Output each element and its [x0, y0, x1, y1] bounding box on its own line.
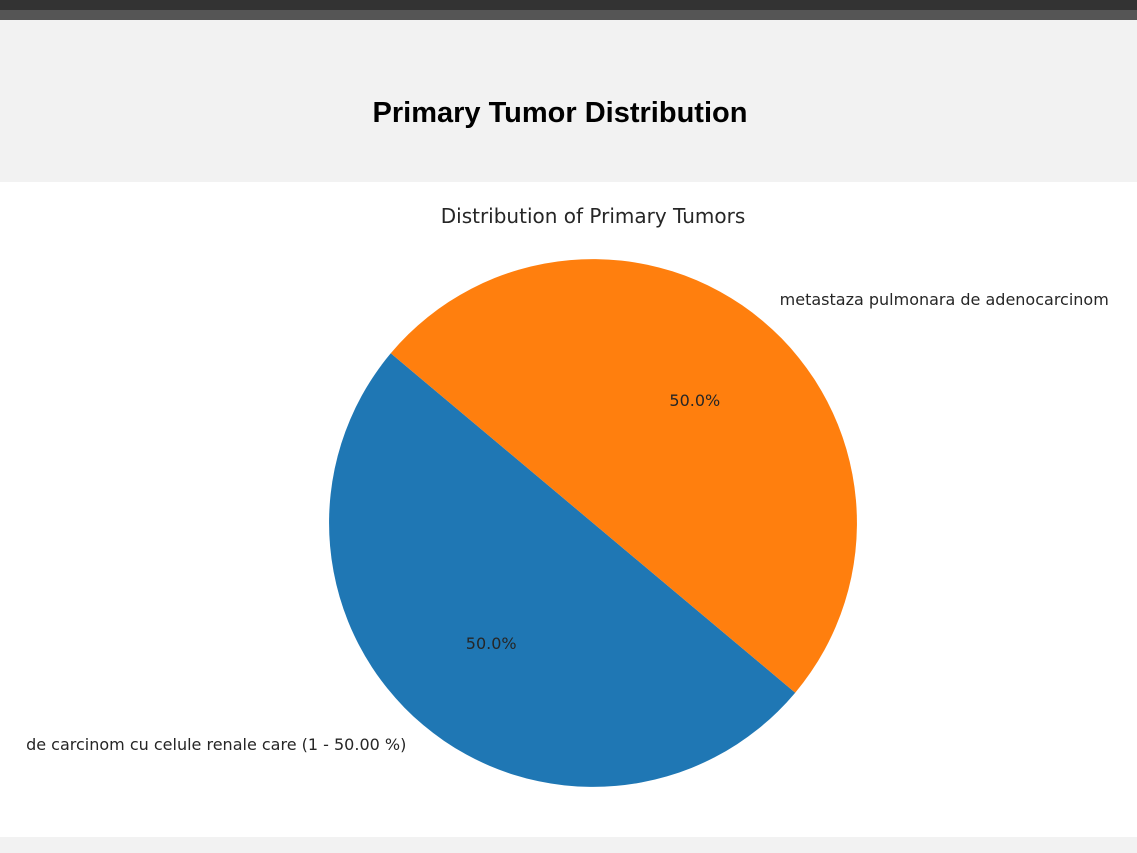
slice-percent-label: 50.0%	[466, 634, 517, 653]
slice-percent-label: 50.0%	[669, 391, 720, 410]
chart-title: Distribution of Primary Tumors	[441, 204, 746, 228]
page-footer	[0, 837, 1137, 853]
window-sub-bar	[0, 10, 1137, 20]
slice-label: de carcinom cu celule renale care (1 - 5…	[26, 735, 406, 754]
chart-figure: Distribution of Primary Tumors de carcin…	[0, 182, 1137, 837]
page-header	[0, 20, 1137, 182]
pie-slice	[390, 259, 857, 693]
pie-chart: Distribution of Primary Tumors de carcin…	[26, 204, 1109, 787]
window-top-bar	[0, 0, 1137, 10]
pie-slices	[329, 259, 857, 787]
page-title: Primary Tumor Distribution	[372, 97, 748, 129]
pie-slice	[329, 353, 796, 787]
slice-label: metastaza pulmonara de adenocarcinom	[780, 290, 1109, 309]
pie-labels: de carcinom cu celule renale care (1 - 5…	[26, 290, 1109, 754]
